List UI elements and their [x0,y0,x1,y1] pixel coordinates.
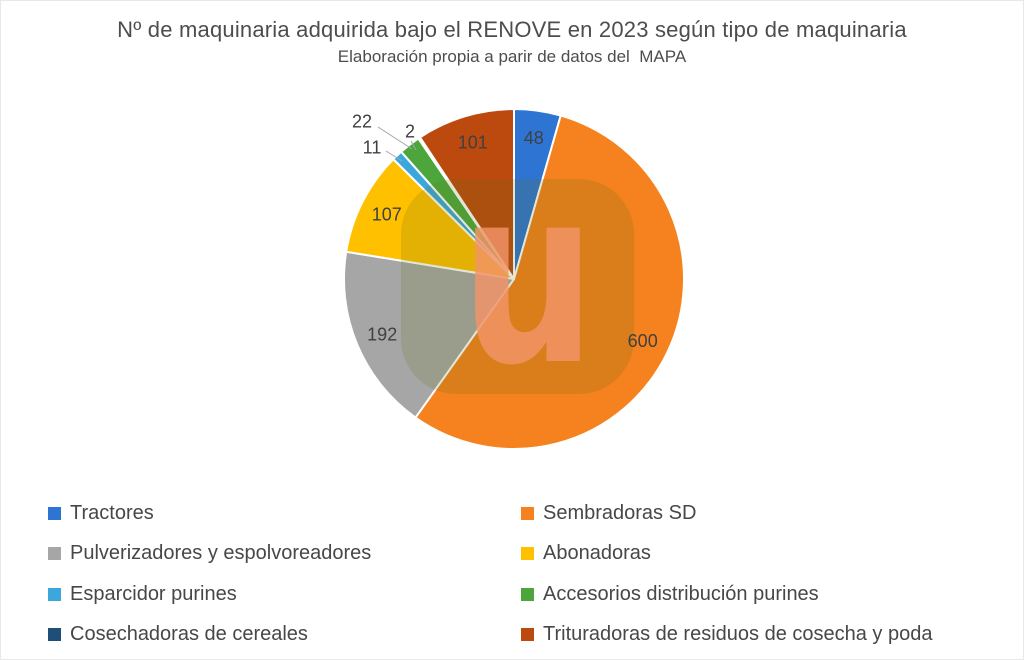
pie-slice-7 [418,108,515,280]
legend-label: Sembradoras SD [543,501,697,524]
legend-label: Esparcidor purines [70,582,237,605]
legend-column-right: Sembradoras SD Abonadoras Accesorios dis… [521,493,932,655]
legend-swatch-pulverizadores [48,547,61,561]
legend-item-pulverizadores: Pulverizadores y espolvoreadores [48,534,371,575]
chart-subtitle: Elaboración propia a parir de datos del … [337,47,687,66]
leader-line-6 [410,140,417,151]
legend-label: Tractores [70,501,154,524]
legend-item-accesorios-purines: Accesorios distribución purines [521,574,932,615]
legend-swatch-trituradoras [521,628,534,642]
legend-swatch-esparcidor-purines [48,587,61,601]
legend-label: Pulverizadores y espolvoreadores [70,542,372,565]
legend-item-abonadoras: Abonadoras [521,534,932,575]
leader-line-4 [385,150,403,162]
pie-slice-1 [414,114,685,450]
value-label-0: 48 [524,128,544,148]
value-label-4: 11 [363,137,382,157]
legend-item-trituradoras: Trituradoras de residuos de cosecha y po… [521,615,932,656]
value-label-5: 22 [352,111,372,131]
legend-item-sembradoras-sd: Sembradoras SD [521,493,932,534]
chart-title: Nº de maquinaria adquirida bajo el RENOV… [117,17,907,42]
value-label-6: 2 [405,121,415,141]
watermark-letter: u [460,135,595,419]
legend-swatch-tractores [48,506,61,520]
legend: Tractores Pulverizadores y espolvoreador… [1,493,1023,657]
pie-slice-3 [345,158,515,280]
legend-item-tractores: Tractores [48,493,371,534]
legend-item-cosechadoras: Cosechadoras de cereales [48,615,371,656]
legend-swatch-accesorios-purines [521,587,534,601]
legend-swatch-cosechadoras [48,628,61,642]
value-label-2: 192 [367,324,397,344]
legend-label: Accesorios distribución purines [543,582,819,605]
watermark-square [401,179,634,394]
legend-item-esparcidor-purines: Esparcidor purines [48,574,371,615]
pie-slice-2 [343,250,515,419]
legend-swatch-sembradoras-sd [521,506,534,520]
value-label-7: 101 [458,133,488,153]
legend-label: Cosechadoras de cereales [70,623,308,646]
legend-label: Abonadoras [543,542,651,565]
legend-label: Trituradoras de residuos de cosecha y po… [543,623,933,646]
leader-line-5 [377,126,413,150]
legend-column-left: Tractores Pulverizadores y espolvoreador… [48,493,371,655]
value-label-1: 600 [628,331,658,351]
value-label-3: 107 [372,205,402,225]
legend-swatch-abonadoras [521,547,534,561]
